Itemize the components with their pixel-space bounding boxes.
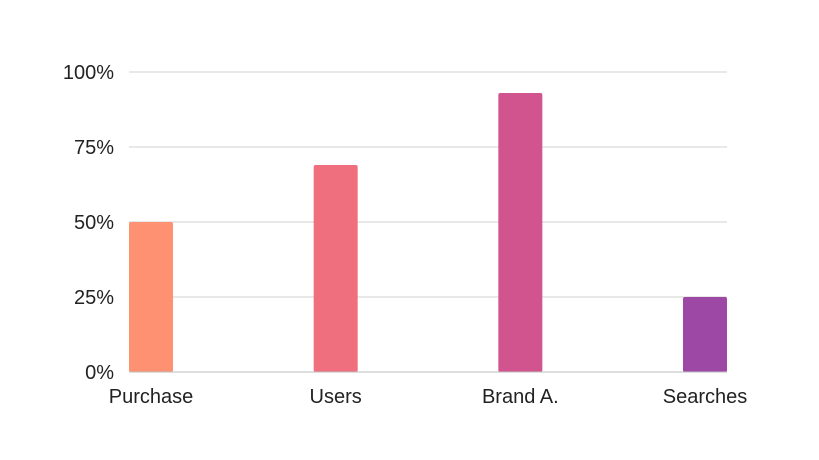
y-tick-label: 0% (85, 362, 114, 384)
bar-brand-a (498, 93, 543, 372)
x-category-label: Brand A. (482, 386, 559, 408)
x-category-label: Purchase (109, 386, 194, 408)
bars (129, 93, 727, 372)
y-tick-label: 50% (74, 212, 114, 234)
y-axis-tick-labels: 0% 25% 50% 75% 100% (63, 62, 114, 384)
bar-users (313, 165, 358, 372)
y-tick-label: 25% (74, 287, 114, 309)
bar-purchase (129, 222, 173, 372)
x-category-label: Searches (663, 386, 748, 408)
bar-searches (683, 297, 727, 372)
y-gridlines (129, 71, 727, 298)
y-tick-label: 75% (74, 137, 114, 159)
x-category-label: Users (310, 386, 362, 408)
y-tick-label: 100% (63, 62, 114, 84)
x-axis-category-labels: Purchase Users Brand A. Searches (109, 386, 748, 408)
